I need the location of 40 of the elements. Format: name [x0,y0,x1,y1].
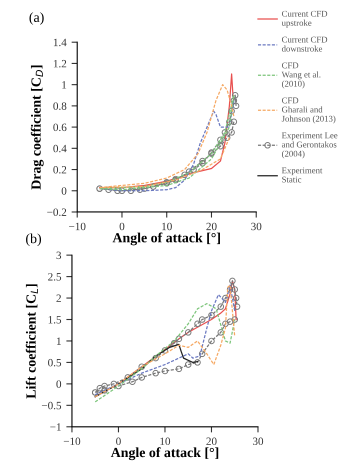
y-tick-label: 1.5 [48,316,62,324]
y-tick-label: 0 [56,380,62,388]
chart-title: (b) [26,233,42,246]
y-tick-label: 1 [62,81,66,89]
legend-label: Experiment Static [282,167,322,182]
x-tick-label: 20 [206,438,217,446]
x-tick-label: 20 [206,222,217,230]
y-tick-label: −0.2 [47,208,66,216]
legend-label: Current CFD downstroke [282,36,328,52]
y-tick-label: 1.4 [54,38,67,46]
y-tick-label: 0.2 [53,166,66,174]
legend-label: Experiment Lee and Gerontakos (2004) [282,132,338,158]
y-tick-label: 2 [56,294,61,302]
x-tick-label: 0 [120,222,124,230]
x-tick-label: −10 [64,438,80,446]
y-tick-label: 0.4 [53,144,67,152]
chart-title: (a) [29,12,44,25]
x-tick-label: 0 [116,438,121,446]
y-tick-label: 1.2 [54,60,66,68]
y-tick-label: 0.6 [53,124,66,132]
y-axis-title: Lift coefficient [C$_{L}$] [26,284,38,399]
y-tick-label: 0.8 [53,102,66,110]
x-axis-title: Angle of attack [°] [110,447,218,460]
x-tick-label: 30 [251,222,262,230]
y-tick-label: 0.5 [48,358,62,366]
legend-label: CFD Gharali and Johnson (2013) [282,97,336,124]
y-axis-title: Drag coefficient [C$_{D}$] [30,66,44,190]
y-tick-label: −0.5 [42,402,62,410]
x-tick-label: 10 [162,222,172,230]
y-tick-label: 3 [56,252,62,260]
y-tick-label: 0 [62,187,66,195]
x-axis-title: Angle of attack [°] [112,232,220,246]
x-tick-label: 10 [160,438,170,446]
y-tick-label: 1 [56,337,61,345]
legend-label: Current CFD upstroke [282,10,328,28]
x-tick-label: 30 [252,438,264,446]
x-tick-label: −10 [69,222,86,230]
legend-label: CFD Wang et al. (2010) [282,62,320,88]
y-tick-label: 2.5 [48,273,62,281]
y-tick-label: −1 [50,423,61,431]
